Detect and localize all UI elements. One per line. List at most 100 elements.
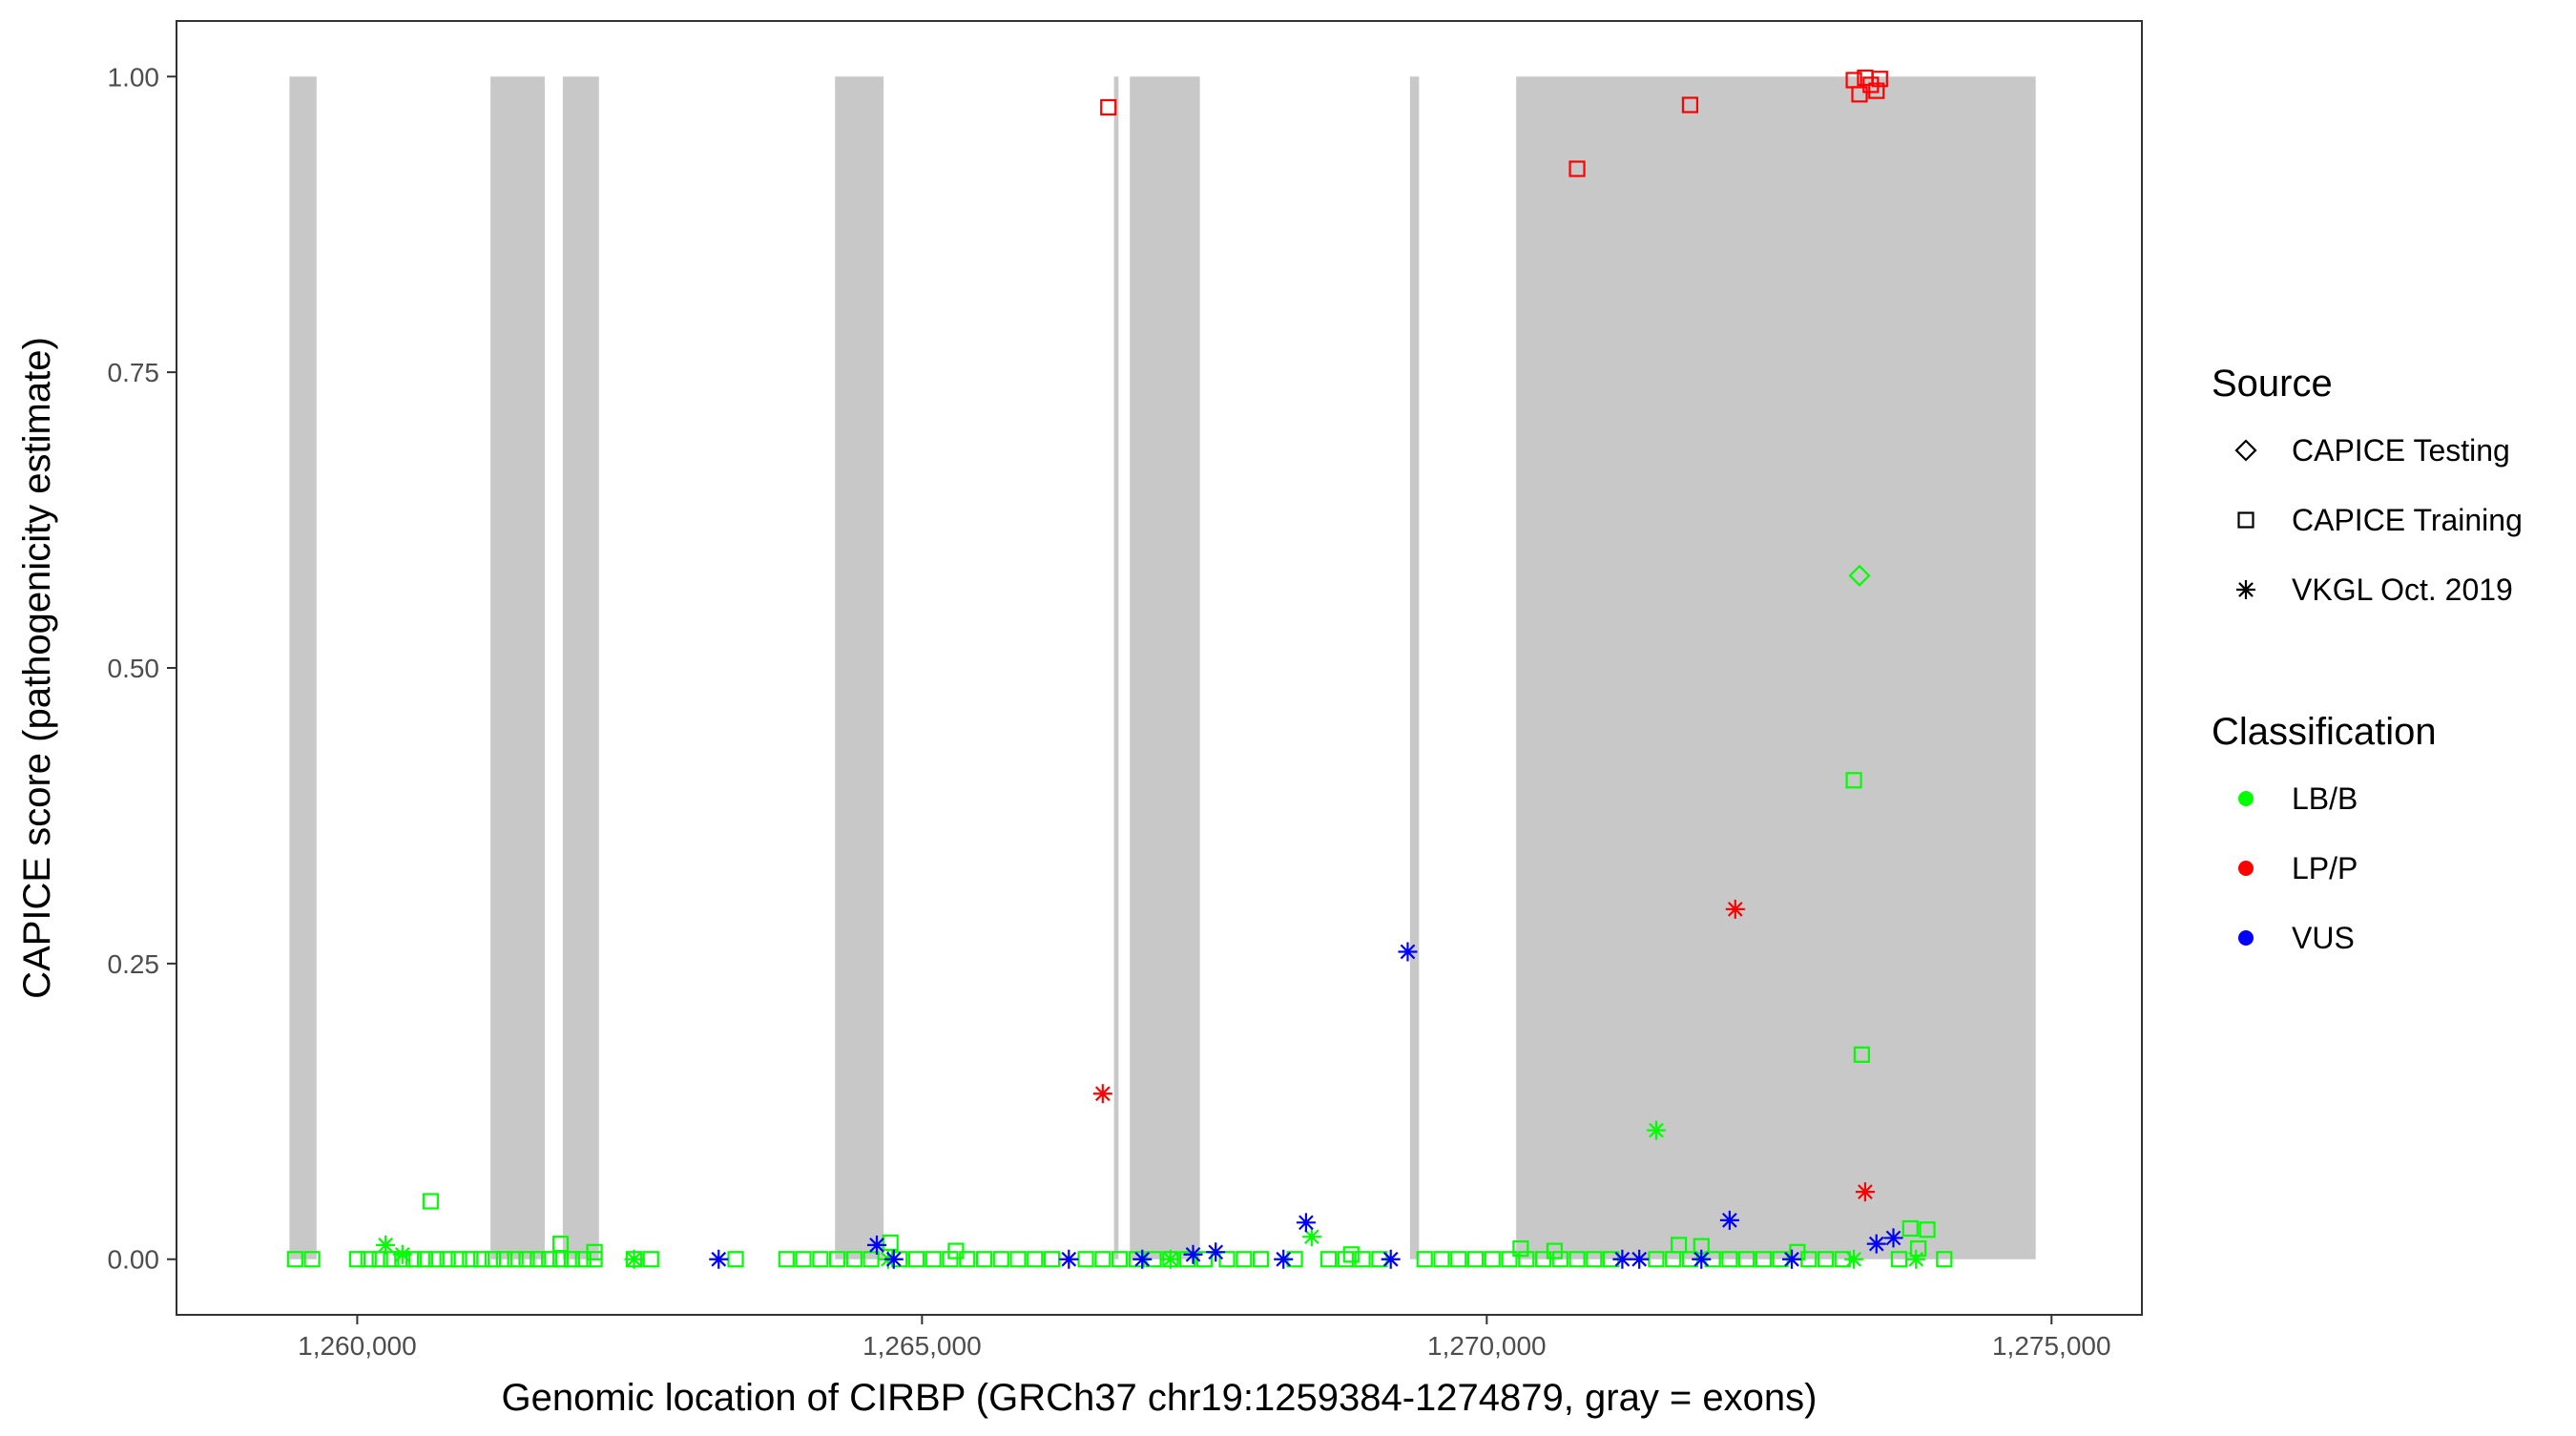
y-tick-label: 0.00 [108, 1245, 160, 1275]
legend-key-asterisk [2236, 580, 2255, 599]
data-point [507, 1251, 524, 1268]
data-point [1692, 1249, 1712, 1269]
data-point [303, 1251, 321, 1268]
data-point [1236, 1251, 1253, 1268]
data-point [1501, 1251, 1518, 1268]
data-point [551, 1236, 570, 1253]
legend-title: Source [2212, 363, 2333, 405]
data-point [1381, 1249, 1401, 1269]
data-point [795, 1251, 812, 1268]
data-point [1851, 86, 1868, 103]
data-point [1919, 1221, 1936, 1238]
data-point [1433, 1251, 1450, 1268]
data-point [1059, 1249, 1079, 1269]
x-tick-label: 1,275,000 [1992, 1331, 2111, 1361]
data-point [1337, 1251, 1354, 1268]
data-point [1094, 1251, 1111, 1268]
data-point [1354, 1251, 1371, 1268]
data-point [1398, 942, 1418, 962]
exon-band-8 [1516, 76, 2036, 1259]
data-point [1568, 160, 1586, 177]
data-point [1721, 1251, 1738, 1268]
data-point [1844, 1249, 1864, 1269]
data-point [883, 1249, 904, 1269]
data-point [778, 1251, 795, 1268]
data-point [727, 1251, 744, 1268]
data-point [1450, 1251, 1467, 1268]
data-point [1218, 1251, 1236, 1268]
data-point [1484, 1251, 1501, 1268]
data-point [907, 1251, 925, 1268]
exon-band-4 [835, 76, 884, 1259]
data-point [992, 1251, 1009, 1268]
data-point [1646, 1120, 1666, 1140]
data-point [1043, 1251, 1061, 1268]
data-point [427, 1251, 445, 1268]
data-point [530, 1251, 547, 1268]
legend-key-dot [2238, 861, 2254, 876]
data-point [1568, 1251, 1586, 1268]
axes-layer: 1,260,000 1,265,000 1,270,000 1,275,000 0.00… [108, 62, 2111, 1361]
data-point [1630, 1249, 1650, 1269]
legend: Source CAPICE Testing CAPICE Training VKGL … [2212, 363, 2523, 955]
legend-label: CAPICE Testing [2292, 433, 2510, 468]
data-point [975, 1251, 993, 1268]
data-point [1132, 1249, 1153, 1269]
data-point [942, 1251, 959, 1268]
data-point [1883, 1228, 1903, 1248]
data-point [1936, 1251, 1953, 1268]
legend-key-square [2237, 511, 2254, 529]
legend-label: CAPICE Training [2292, 503, 2523, 537]
x-tick-label: 1,270,000 [1427, 1331, 1547, 1361]
exon-band-1 [289, 76, 317, 1259]
data-point [518, 1251, 535, 1268]
data-point [376, 1235, 396, 1255]
data-point [586, 1243, 603, 1260]
data-point [1866, 1234, 1886, 1254]
exon-band-7 [1409, 76, 1420, 1259]
exon-band-layer [289, 76, 2036, 1259]
data-point [1077, 1251, 1094, 1268]
y-tick-label: 0.50 [108, 654, 160, 683]
data-point [1670, 1237, 1688, 1254]
data-point [416, 1251, 434, 1268]
data-point [924, 1251, 942, 1268]
data-point [1868, 82, 1885, 99]
data-point [422, 1193, 439, 1210]
data-point [484, 1251, 502, 1268]
exon-band-3 [562, 76, 599, 1259]
legend-key-diamond [2234, 439, 2257, 462]
data-point [1681, 96, 1699, 114]
data-point [1612, 1249, 1632, 1269]
data-point [1178, 1251, 1196, 1268]
data-point [709, 1249, 729, 1269]
legend-label: LB/B [2292, 781, 2358, 816]
data-point [348, 1251, 366, 1268]
data-point [392, 1244, 412, 1264]
data-point [1855, 1182, 1875, 1202]
data-point [1862, 76, 1880, 94]
y-axis-title: CAPICE score (pathogenicity estimate) [16, 337, 58, 999]
data-point [1027, 1251, 1044, 1268]
data-point [1534, 1251, 1552, 1268]
data-point [1296, 1213, 1316, 1233]
exon-band-2 [490, 76, 545, 1259]
data-point [1160, 1249, 1180, 1269]
data-point [1738, 1251, 1755, 1268]
data-point [439, 1251, 456, 1268]
data-point [1546, 1242, 1563, 1259]
data-point [1342, 1246, 1360, 1263]
data-point [1301, 1227, 1321, 1247]
data-point [1719, 1210, 1739, 1230]
data-point [462, 1251, 479, 1268]
data-point [1009, 1251, 1027, 1268]
data-point [450, 1251, 467, 1268]
data-point [1319, 1251, 1338, 1268]
data-point [286, 1251, 303, 1268]
data-point [1416, 1251, 1433, 1268]
y-tick-label: 0.75 [108, 358, 160, 387]
data-point [1848, 564, 1871, 587]
data-point [1853, 1046, 1870, 1063]
data-point [624, 1249, 644, 1269]
